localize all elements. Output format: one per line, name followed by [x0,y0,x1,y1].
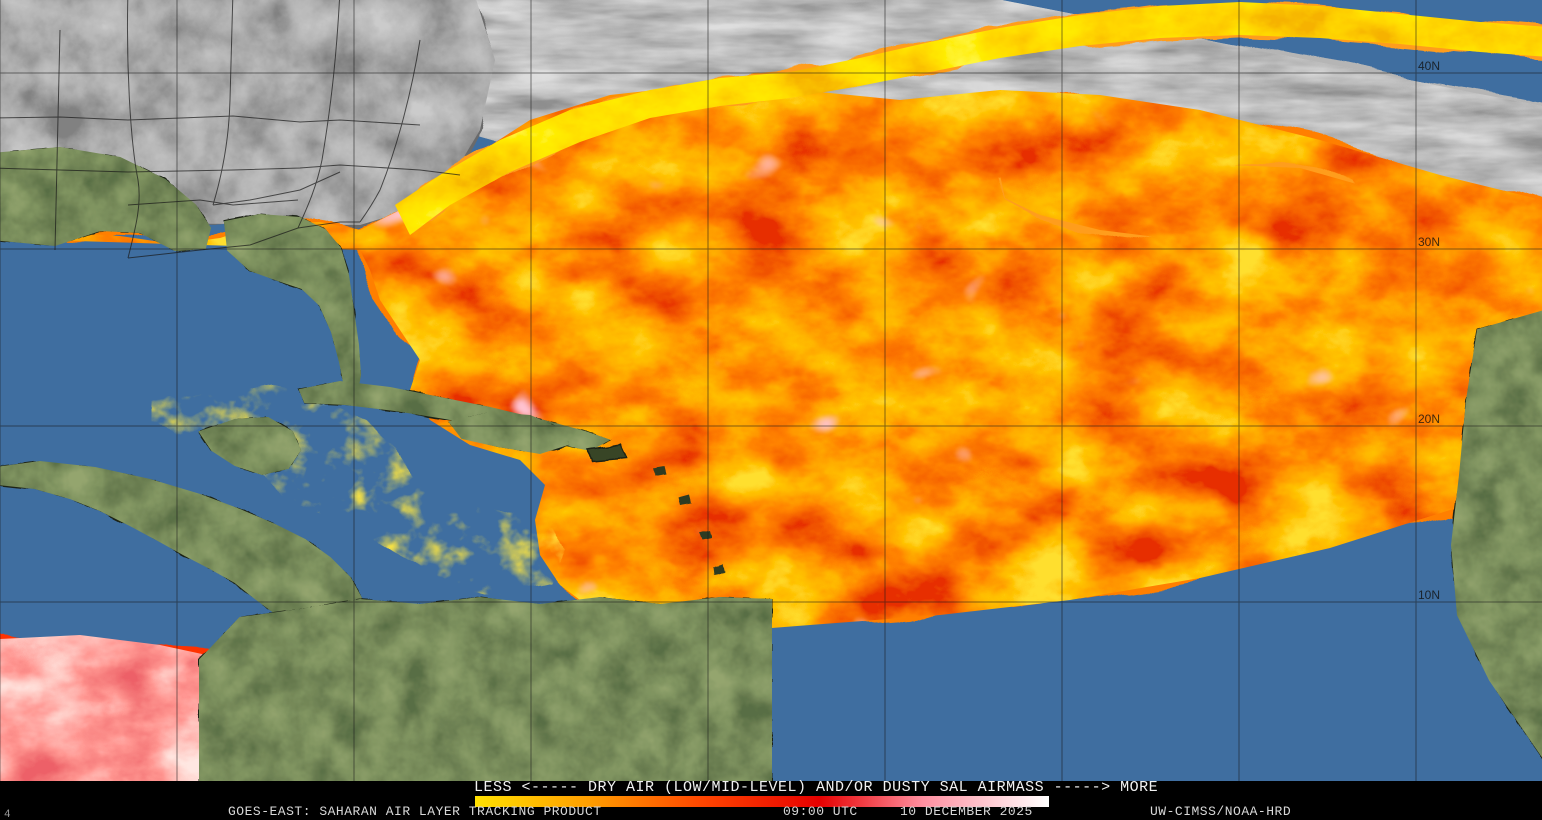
svg-text:20N: 20N [1418,412,1440,426]
svg-text:30N: 30N [1418,235,1440,249]
svg-text:UW-CIMSS/NOAA-HRD: UW-CIMSS/NOAA-HRD [1150,804,1291,819]
svg-text:10 DECEMBER 2025: 10 DECEMBER 2025 [900,804,1033,819]
svg-text:09:00 UTC: 09:00 UTC [783,804,858,819]
svg-text:40N: 40N [1418,59,1440,73]
svg-text:LESS <----- DRY AIR (LOW/MID-L: LESS <----- DRY AIR (LOW/MID-LEVEL) AND/… [474,779,1158,796]
svg-text:10N: 10N [1418,588,1440,602]
svg-text:4: 4 [4,809,11,820]
svg-text:GOES-EAST: SAHARAN AIR LAYER T: GOES-EAST: SAHARAN AIR LAYER TRACKING PR… [228,804,602,819]
